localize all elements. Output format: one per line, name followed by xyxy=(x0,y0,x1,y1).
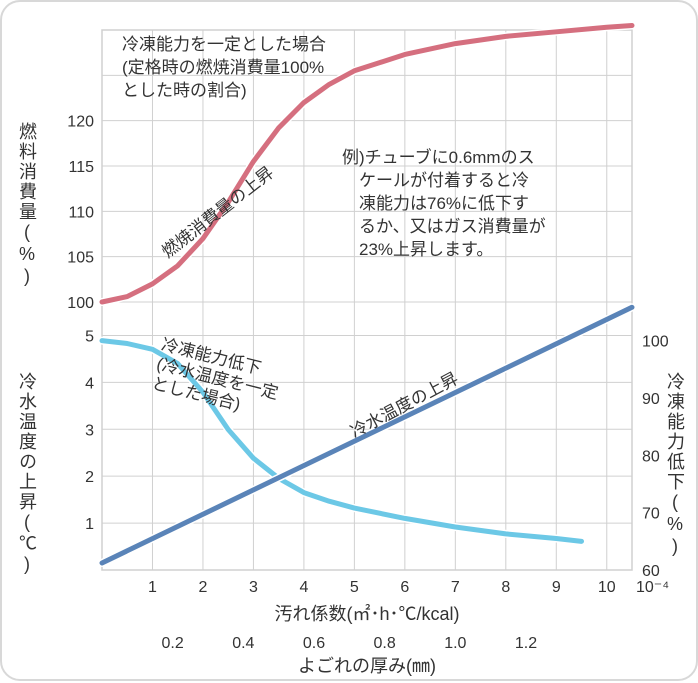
chart-frame: 燃料消費量(%) 冷水温度の上昇(℃) 冷凍能力低下(%) 汚れ係数(㎡･h･℃… xyxy=(0,0,698,681)
tick-fuel: 100 xyxy=(67,295,94,312)
tick-x2: 0.4 xyxy=(232,635,254,652)
tick-temp: 5 xyxy=(85,328,94,345)
tick-x1: 3 xyxy=(249,579,258,596)
tick-x2: 0.2 xyxy=(162,635,184,652)
tick-x1: 1 xyxy=(148,579,157,596)
tick-fuel: 115 xyxy=(68,159,94,176)
tick-fuel: 110 xyxy=(68,204,94,221)
tick-temp: 1 xyxy=(85,516,94,533)
tick-cap: 80 xyxy=(642,448,660,465)
temp-curve-label: 冷水温度の上昇 xyxy=(347,369,461,442)
note-top: 冷凍能力を一定とした場合(定格時の燃焼消費量100%とした時の割合) xyxy=(122,34,382,103)
fuel-curve-label: 燃焼消費量の上昇 xyxy=(158,163,277,262)
tick-x1: 9 xyxy=(552,579,561,596)
tick-x1: 10 xyxy=(598,579,616,596)
tick-x2: 0.6 xyxy=(303,635,325,652)
tick-cap: 70 xyxy=(642,506,660,523)
tick-fuel: 105 xyxy=(67,250,94,267)
tick-temp: 4 xyxy=(85,375,94,392)
tick-cap: 60 xyxy=(642,563,660,580)
tick-x2: 1.2 xyxy=(515,635,537,652)
tick-x1: 4 xyxy=(299,579,308,596)
tick-temp: 3 xyxy=(85,422,94,439)
y-fuel-label: 燃料消費量(%) xyxy=(14,122,40,288)
x2-label: よごれの厚み(㎜) xyxy=(202,652,532,678)
tick-x1: 5 xyxy=(350,579,359,596)
tick-x2: 1.0 xyxy=(444,635,466,652)
note-right: 例)チューブに0.6mmのス ケールが付着すると冷 凍能力は76%に低下す るか… xyxy=(342,147,622,262)
tick-temp: 2 xyxy=(85,469,94,486)
x1-label: 汚れ係数(㎡･h･℃/kcal) xyxy=(202,600,532,626)
chart-svg: 100 105 110 115 120 1 2 3 4 5 60 70 80 90 100 1 2 3 4 5 6 7 8 9… xyxy=(2,2,698,683)
tick-cap: 100 xyxy=(642,334,669,351)
tick-x1: 7 xyxy=(451,579,460,596)
tick-x1: 2 xyxy=(198,579,207,596)
tick-fuel: 120 xyxy=(67,114,94,131)
y-cap-label: 冷凍能力低下(%) xyxy=(662,372,688,558)
tick-x1: 8 xyxy=(501,579,510,596)
tick-x1: 6 xyxy=(400,579,409,596)
y-temp-label: 冷水温度の上昇(℃) xyxy=(14,372,40,576)
tick-x2: 0.8 xyxy=(374,635,396,652)
tick-cap: 90 xyxy=(642,391,660,408)
x1-unit: 10⁻⁴ xyxy=(636,579,669,596)
